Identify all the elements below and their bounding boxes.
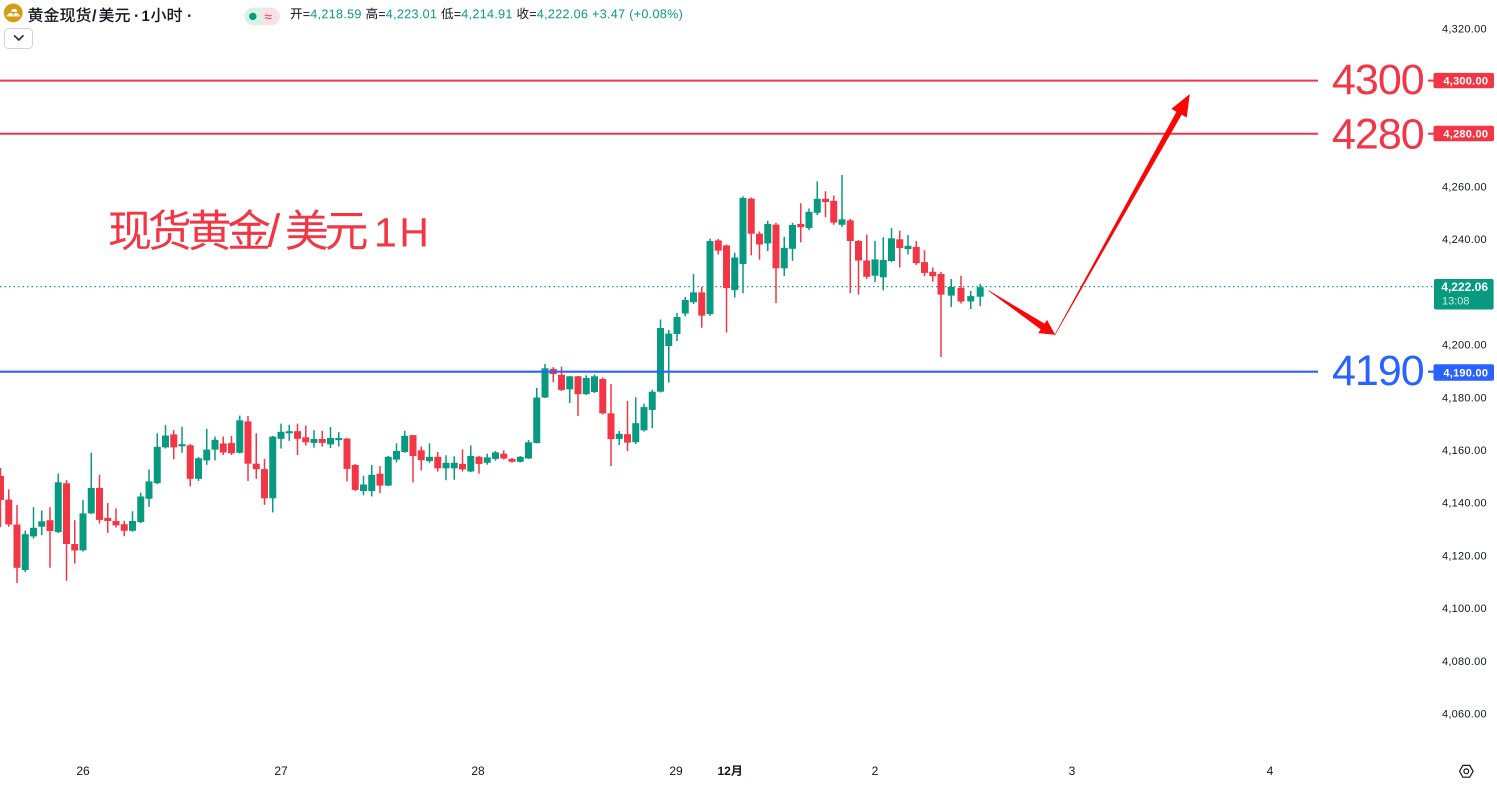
svg-text:4,140.00: 4,140.00 [1442, 498, 1487, 510]
svg-text:13:08: 13:08 [1442, 296, 1470, 308]
svg-text:26: 26 [76, 764, 90, 778]
svg-text:28: 28 [471, 764, 485, 778]
svg-text:4,320.00: 4,320.00 [1442, 23, 1487, 35]
svg-text:4,060.00: 4,060.00 [1442, 709, 1487, 721]
svg-text:4280: 4280 [1332, 110, 1424, 158]
svg-text:4,190.00: 4,190.00 [1443, 367, 1488, 379]
svg-text:3: 3 [1069, 764, 1076, 778]
svg-text:4190: 4190 [1332, 347, 1424, 395]
svg-text:4300: 4300 [1332, 56, 1424, 104]
svg-text:4,300.00: 4,300.00 [1443, 76, 1488, 88]
svg-text:4,120.00: 4,120.00 [1442, 550, 1487, 562]
svg-text:4,280.00: 4,280.00 [1443, 129, 1488, 141]
svg-text:4,180.00: 4,180.00 [1442, 392, 1487, 404]
svg-text:29: 29 [669, 764, 683, 778]
svg-text:4,200.00: 4,200.00 [1442, 340, 1487, 352]
svg-text:2: 2 [872, 764, 879, 778]
svg-text:4,240.00: 4,240.00 [1442, 234, 1487, 246]
svg-text:≈: ≈ [264, 8, 272, 24]
svg-text:27: 27 [274, 764, 288, 778]
svg-text:4,160.00: 4,160.00 [1442, 445, 1487, 457]
svg-text:4,100.00: 4,100.00 [1442, 603, 1487, 615]
svg-text:4,260.00: 4,260.00 [1442, 182, 1487, 194]
svg-text:4,222.06: 4,222.06 [1441, 280, 1488, 294]
svg-text:4,080.00: 4,080.00 [1442, 656, 1487, 668]
svg-text:4: 4 [1267, 764, 1274, 778]
